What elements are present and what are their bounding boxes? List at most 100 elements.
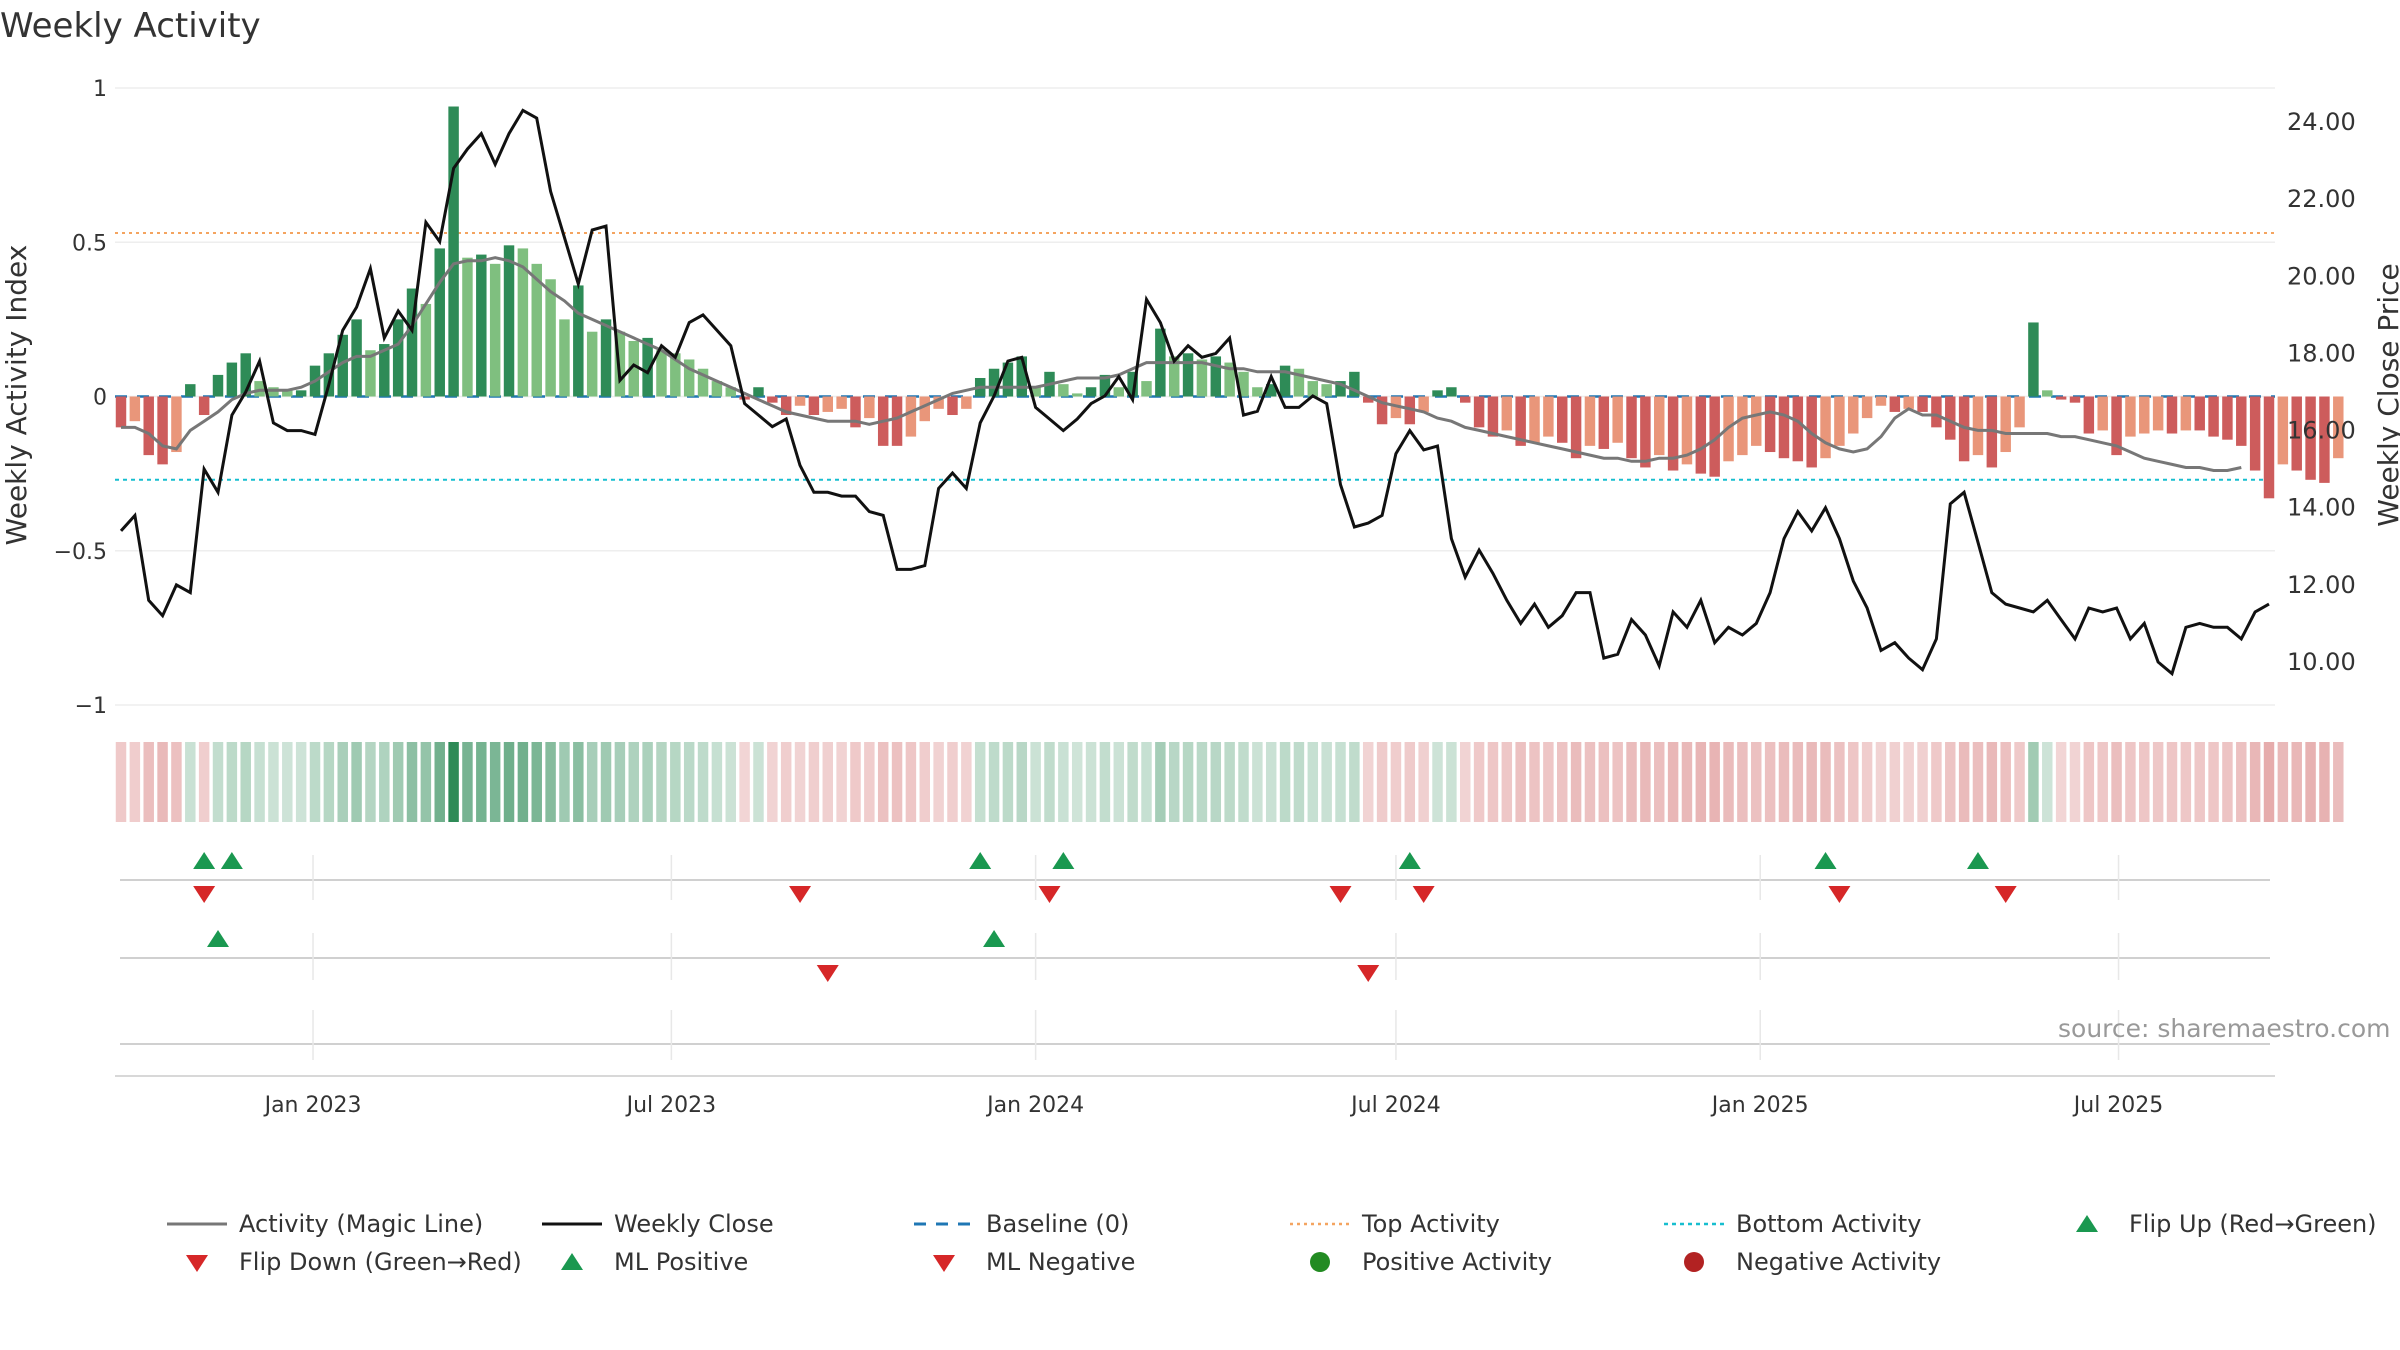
heat-cell — [1155, 742, 1166, 822]
heat-cell — [2166, 742, 2178, 822]
heat-cell — [129, 742, 141, 822]
green-triangle-up-icon — [561, 1253, 583, 1270]
activity-bar — [1848, 396, 1859, 434]
legend-label: Weekly Close — [614, 1210, 774, 1238]
y-tick-label: −0.5 — [54, 540, 107, 565]
activity-bar — [2319, 396, 2330, 483]
heat-cell — [808, 742, 820, 822]
activity-bar — [476, 254, 487, 397]
activity-bar — [2083, 396, 2095, 434]
activity-bar — [240, 353, 251, 397]
heat-cell — [1030, 742, 1041, 822]
activity-bar — [933, 396, 944, 409]
activity-bar — [545, 279, 556, 397]
x-tick-label: Jan 2025 — [1710, 1093, 1809, 1118]
heat-cell — [1307, 742, 1319, 822]
legend-item: ML Negative — [912, 1248, 1135, 1276]
activity-heat-strip — [115, 742, 2344, 822]
heat-cell — [1848, 742, 1859, 822]
heat-cell — [2083, 742, 2095, 822]
heat-cell — [545, 742, 556, 822]
heat-cell — [1681, 742, 1693, 822]
heat-cell — [1834, 742, 1845, 822]
activity-bar — [1321, 384, 1332, 397]
activity-bar — [226, 362, 238, 397]
heat-cell — [351, 742, 362, 822]
activity-bar — [905, 396, 917, 437]
activity-bar — [2000, 396, 2011, 453]
heat-cell — [1709, 742, 1720, 822]
heat-cell — [462, 742, 473, 822]
activity-bar — [379, 344, 390, 397]
magic-line — [121, 256, 2242, 472]
y2-tick-label: 20.00 — [2287, 262, 2356, 290]
activity-bar — [1404, 396, 1416, 425]
heat-cell — [531, 742, 542, 822]
activity-bar — [1986, 396, 1998, 468]
heat-cell — [1210, 742, 1222, 822]
activity-bar — [1681, 396, 1693, 465]
activity-bar — [2194, 396, 2205, 431]
heat-cell — [1958, 742, 1970, 822]
heat-cell — [1640, 742, 1651, 822]
legend-label: ML Negative — [986, 1248, 1136, 1276]
heat-cell — [1806, 742, 1817, 822]
heat-cell — [974, 742, 986, 822]
flip-up-marker — [1966, 852, 1989, 869]
heat-cell — [1265, 742, 1277, 822]
legend-item: Positive Activity — [1288, 1248, 1552, 1276]
heat-cell — [1238, 742, 1249, 822]
heat-cell — [1917, 742, 1928, 822]
flip-up-marker — [1814, 852, 1837, 869]
activity-bar — [1362, 396, 1374, 403]
y-tick-label: 0.5 — [72, 231, 107, 256]
red-dot-icon — [1684, 1252, 1704, 1272]
activity-bar — [1460, 396, 1471, 403]
activity-bar — [1446, 387, 1457, 397]
heat-cell — [226, 742, 238, 822]
activity-bar — [1252, 387, 1263, 397]
heat-cell — [1002, 742, 1014, 822]
heat-cell — [1252, 742, 1263, 822]
heat-cell — [1570, 742, 1582, 822]
dotted-orange-line-icon — [1290, 1222, 1350, 1226]
heat-cell — [1196, 742, 1208, 822]
heat-cell — [254, 742, 265, 822]
y2-tick-label: 16.00 — [2287, 417, 2356, 445]
heat-cell — [2291, 742, 2302, 822]
flip-down-marker — [1329, 886, 1352, 903]
legend-item: Bottom Activity — [1662, 1210, 1921, 1238]
heat-cell — [2249, 742, 2261, 822]
x-tick-label: Jan 2024 — [985, 1093, 1084, 1118]
heat-cell — [379, 742, 390, 822]
heat-cell — [1279, 742, 1291, 822]
x-tick-label: Jul 2024 — [1349, 1093, 1441, 1118]
heat-cell — [877, 742, 889, 822]
activity-bar — [1709, 396, 1720, 477]
activity-bar — [1418, 396, 1429, 412]
activity-bar — [1751, 396, 1762, 446]
heat-cell — [905, 742, 917, 822]
heat-cell — [1141, 742, 1152, 822]
heat-cell — [365, 742, 376, 822]
activity-bar — [254, 381, 265, 397]
activity-bar — [1127, 371, 1138, 397]
heat-cell — [780, 742, 792, 822]
activity-bar — [864, 396, 875, 419]
flip-up-marker — [220, 852, 243, 869]
activity-bar — [1501, 396, 1513, 431]
heat-cell — [1695, 742, 1707, 822]
heat-cell — [295, 742, 307, 822]
y2-tick-label: 10.00 — [2287, 648, 2356, 676]
heat-cell — [1404, 742, 1416, 822]
heat-cell — [212, 742, 224, 822]
activity-bar — [268, 387, 279, 397]
activity-bar — [1293, 368, 1305, 397]
heat-cell — [1418, 742, 1429, 822]
heat-cell — [1626, 742, 1637, 822]
source-label: source: sharemaestro.com — [2058, 1014, 2391, 1043]
heat-cell — [1945, 742, 1956, 822]
activity-bar — [642, 337, 653, 397]
heat-cell — [1293, 742, 1305, 822]
legend-label: Negative Activity — [1736, 1248, 1942, 1276]
